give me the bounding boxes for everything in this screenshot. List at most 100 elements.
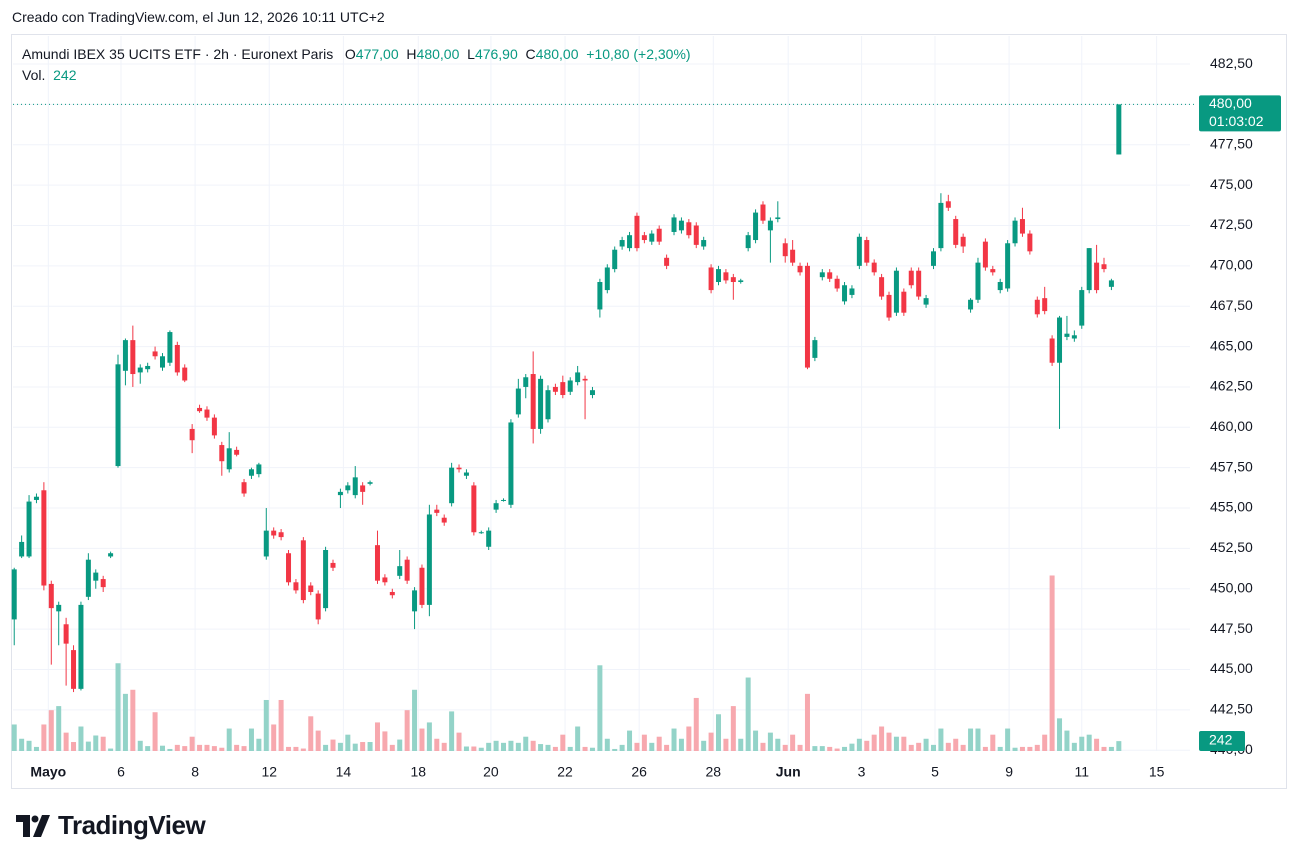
candle-body <box>41 490 47 586</box>
candle-body <box>419 567 425 605</box>
volume-bar <box>804 693 810 751</box>
price-tag-countdown: 01:03:02 <box>1209 113 1264 129</box>
candle-body <box>152 351 158 357</box>
candle-body <box>397 566 403 576</box>
candle-body <box>189 428 195 441</box>
volume-bar <box>812 746 818 751</box>
symbol: Amundi IBEX 35 UCITS ETF · 2h · Euronext… <box>22 46 334 62</box>
legend: Amundi IBEX 35 UCITS ETF · 2h · Euronext… <box>22 44 691 86</box>
y-tick-label: 482,50 <box>1210 55 1253 71</box>
volume-bar <box>864 740 870 751</box>
candle-body <box>812 340 818 358</box>
candle-body <box>345 485 351 491</box>
price-tag-price: 480,00 <box>1209 95 1252 111</box>
candle-body <box>916 270 922 297</box>
volume-bar <box>293 746 299 751</box>
candle-body <box>649 233 655 242</box>
volume-bar <box>545 744 551 751</box>
volume-bar <box>1108 746 1114 751</box>
volume-bar <box>1019 746 1025 751</box>
volume-bar <box>1071 742 1077 751</box>
volume-bar <box>753 730 759 751</box>
candle-body <box>108 553 114 557</box>
volume-bar <box>968 728 974 751</box>
volume-bar <box>426 722 432 751</box>
y-tick-label: 467,50 <box>1210 297 1253 313</box>
volume-bar <box>271 724 277 751</box>
candle-body <box>412 590 418 612</box>
volume-bar <box>167 748 173 751</box>
candle-body <box>753 212 759 241</box>
volume-row: Vol. 242 <box>22 65 691 86</box>
candle-body <box>478 532 484 534</box>
candle-body <box>486 530 492 547</box>
volume-bar <box>115 663 121 751</box>
volume-bar <box>1057 718 1063 751</box>
candle-body <box>982 241 988 268</box>
candle-body <box>879 277 885 297</box>
volume-bar <box>1086 734 1092 751</box>
candle-body <box>693 225 699 245</box>
volume-bar <box>723 738 729 751</box>
y-tick-label: 462,50 <box>1210 378 1253 394</box>
volume-bar <box>471 746 477 751</box>
volume-bar <box>41 724 47 751</box>
candle-body <box>1086 248 1092 291</box>
volume-bar <box>656 736 662 751</box>
candle-body <box>159 356 165 368</box>
volume-bar <box>263 699 269 751</box>
brand-name: TradingView <box>58 810 206 840</box>
volume-bar <box>63 732 69 751</box>
volume-bar <box>11 724 17 751</box>
volume-bar <box>226 728 232 751</box>
low-value: 476,90 <box>474 46 518 62</box>
y-tick-label: 452,50 <box>1210 539 1253 555</box>
volume-bar <box>1094 738 1100 751</box>
candle-body <box>842 285 848 302</box>
volume-bar <box>945 742 951 751</box>
volume-key: Vol. <box>22 67 46 83</box>
candle-body <box>827 272 833 279</box>
volume-bar <box>634 742 640 751</box>
candle-body <box>701 240 707 247</box>
volume-bar <box>649 742 655 751</box>
volume-bar <box>145 746 151 751</box>
volume-bar <box>930 744 936 751</box>
candle-body <box>256 464 262 475</box>
candle-body <box>589 390 595 396</box>
high-key: H <box>406 46 417 62</box>
volume-bar <box>856 738 862 751</box>
candle-body <box>367 482 373 484</box>
candle-body <box>797 265 803 273</box>
volume-bar <box>48 710 54 751</box>
candle-body <box>530 374 536 429</box>
volume-bar <box>693 697 699 751</box>
candle-body <box>174 344 180 373</box>
candle-body <box>456 467 462 470</box>
volume-bar <box>834 748 840 751</box>
candle-body <box>100 579 106 588</box>
volume-bar <box>501 742 507 751</box>
candle-body <box>604 267 610 291</box>
volume-bar <box>345 734 351 751</box>
candle-body <box>790 249 796 263</box>
volume-bar <box>745 677 751 751</box>
volume-bar <box>627 730 633 751</box>
candle-body <box>352 477 358 496</box>
volume-value: 242 <box>53 67 77 83</box>
volume-bar <box>323 744 329 751</box>
volume-bar <box>26 740 32 751</box>
low-key: L <box>467 46 475 62</box>
y-tick-label: 447,50 <box>1210 620 1253 636</box>
volume-bar <box>85 741 91 751</box>
volume-bar <box>997 746 1003 751</box>
x-tick-label: 6 <box>117 764 125 780</box>
candle-body <box>515 388 521 415</box>
x-tick-label: 22 <box>557 764 573 780</box>
volume-tag-value: 242 <box>1209 732 1233 748</box>
y-tick-label: 455,00 <box>1210 499 1253 515</box>
y-tick-label: 477,50 <box>1210 135 1253 151</box>
x-tick-label: 28 <box>706 764 722 780</box>
volume-bar <box>130 689 136 751</box>
